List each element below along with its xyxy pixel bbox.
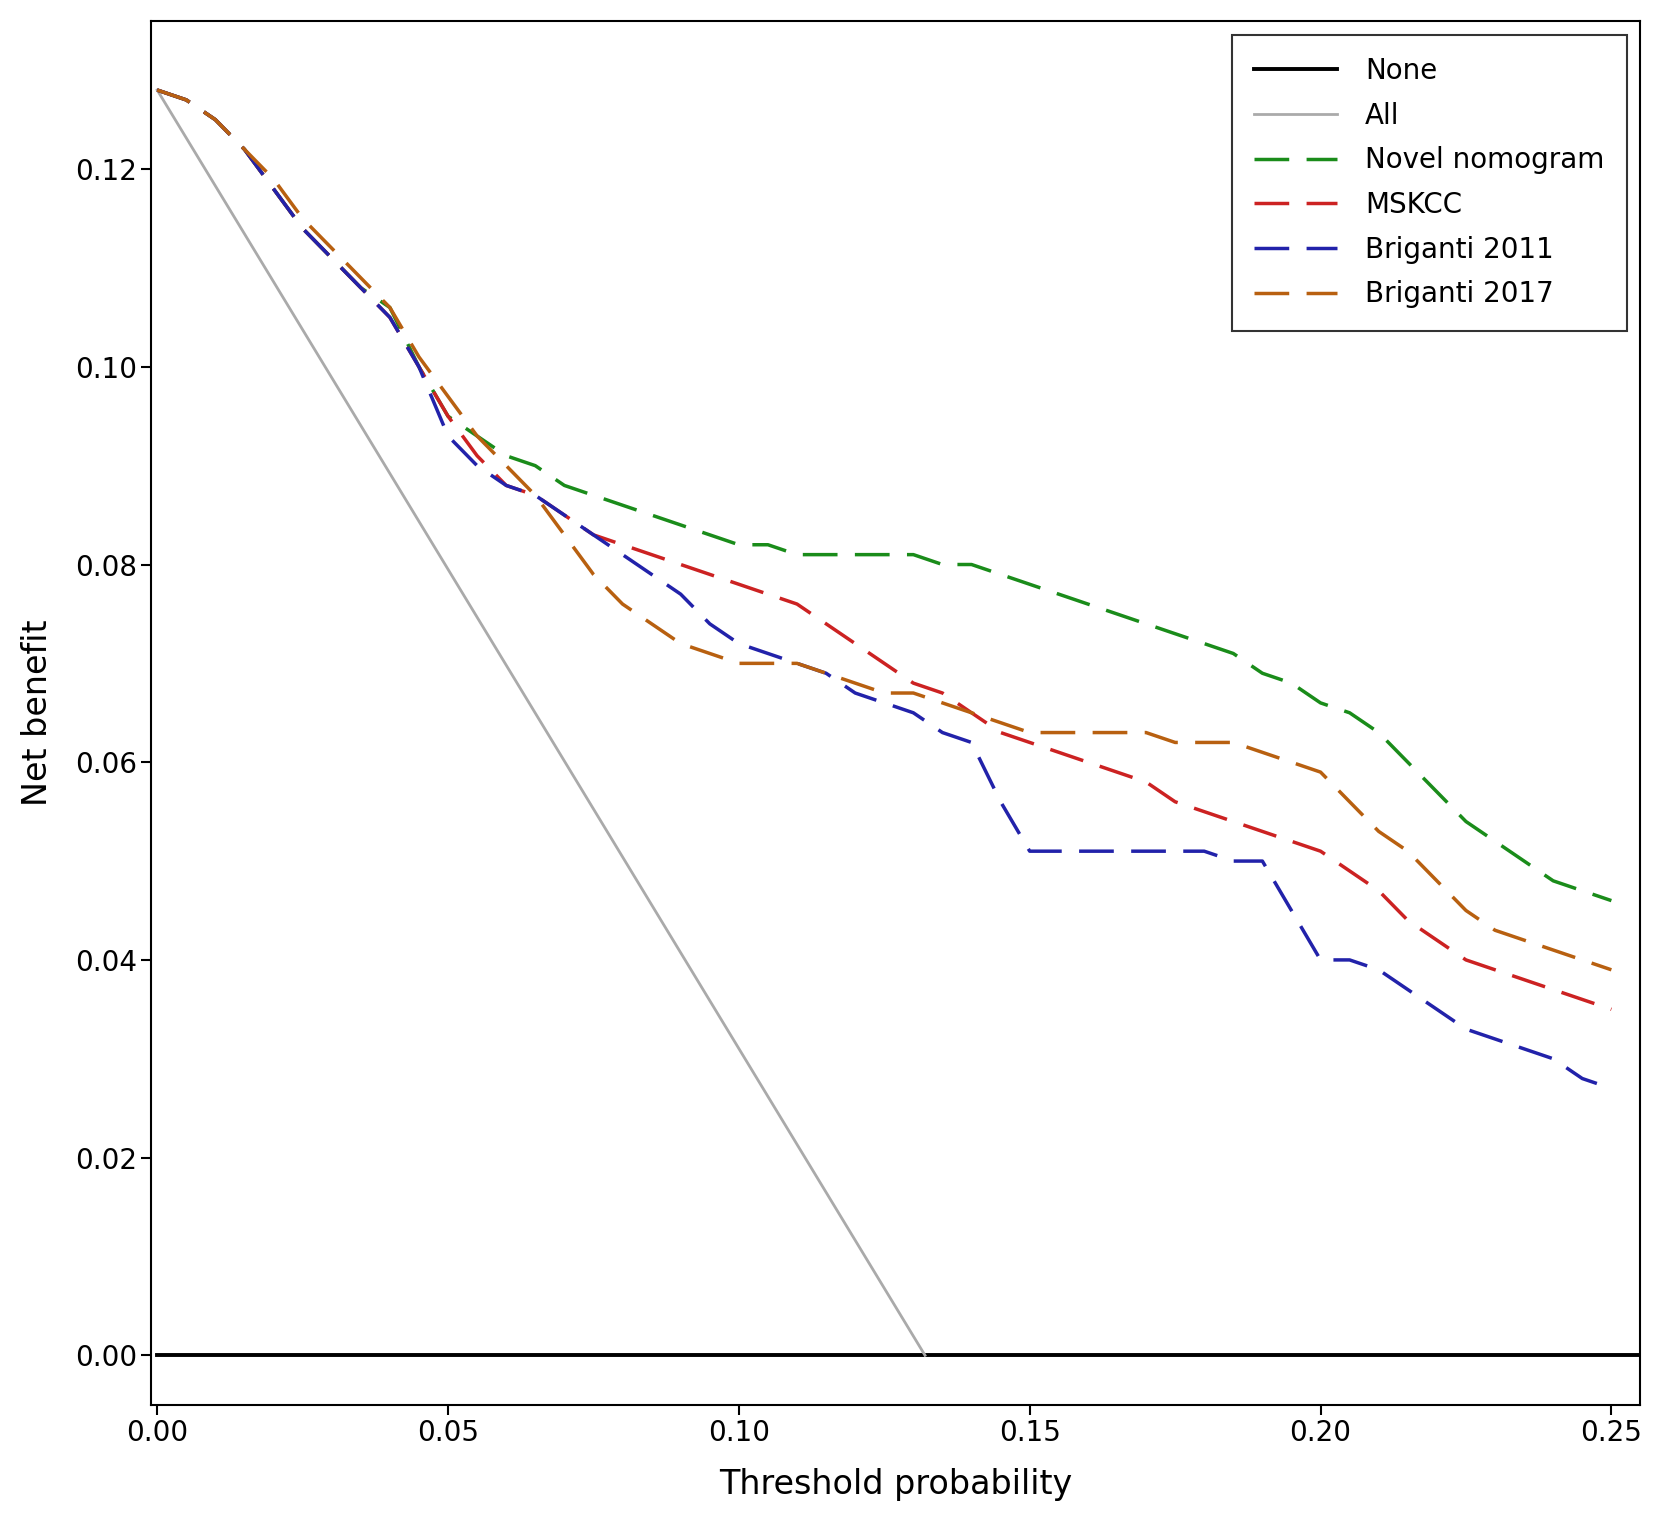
Briganti 2011 (1572, 1070, 1592, 1088)
Line: MSKCC: MSKCC (157, 90, 1612, 1009)
Novel nomogram (1572, 881, 1592, 900)
Briganti 2017 (1107, 723, 1127, 741)
MSKCC (1194, 802, 1214, 820)
Line: Briganti 2017: Briganti 2017 (157, 90, 1612, 970)
Line: Novel nomogram: Novel nomogram (157, 90, 1612, 901)
MSKCC (467, 446, 487, 464)
Briganti 2017 (1194, 734, 1214, 752)
Briganti 2011 (612, 545, 632, 563)
MSKCC (1602, 1000, 1622, 1018)
Briganti 2011 (1107, 842, 1127, 860)
Briganti 2011 (583, 525, 603, 543)
Briganti 2011 (1602, 1079, 1622, 1097)
Legend: None, All, Novel nomogram, MSKCC, Briganti 2011, Briganti 2017: None, All, Novel nomogram, MSKCC, Brigan… (1232, 35, 1627, 330)
Novel nomogram (147, 81, 167, 99)
Briganti 2011 (467, 457, 487, 475)
Briganti 2011 (147, 81, 167, 99)
X-axis label: Threshold probability: Threshold probability (718, 1469, 1072, 1501)
MSKCC (1107, 763, 1127, 781)
Novel nomogram (1194, 635, 1214, 653)
Novel nomogram (1107, 604, 1127, 622)
MSKCC (583, 525, 603, 543)
Y-axis label: Net benefit: Net benefit (20, 619, 53, 807)
Line: Briganti 2011: Briganti 2011 (157, 90, 1612, 1088)
Briganti 2017 (1572, 951, 1592, 970)
MSKCC (147, 81, 167, 99)
Briganti 2017 (1602, 960, 1622, 979)
Novel nomogram (612, 496, 632, 514)
Novel nomogram (1602, 892, 1622, 910)
Briganti 2017 (583, 565, 603, 583)
Briganti 2017 (612, 595, 632, 613)
Novel nomogram (583, 486, 603, 504)
MSKCC (1572, 991, 1592, 1009)
Briganti 2017 (467, 426, 487, 444)
Briganti 2017 (147, 81, 167, 99)
Novel nomogram (467, 426, 487, 444)
Briganti 2011 (1194, 842, 1214, 860)
MSKCC (612, 536, 632, 554)
